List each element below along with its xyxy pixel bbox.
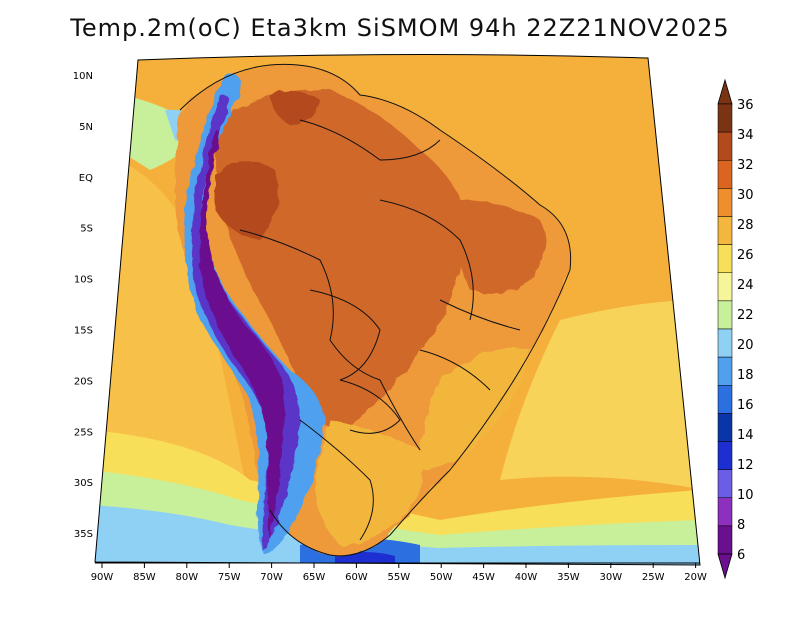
border-states-1 [379, 199, 474, 321]
colorbar-segment [717, 272, 733, 302]
colorbar-label: 10 [737, 488, 754, 503]
page-title: Temp.2m(oC) Eta3km SiSMOM 94h 22Z21NOV20… [70, 14, 730, 42]
colorbar-label: 8 [737, 518, 745, 533]
colorbar-segment [717, 525, 733, 555]
colorbar-label: 34 [737, 128, 754, 143]
lon-label: 40W [515, 572, 538, 583]
border-argentina [299, 419, 374, 541]
border-states-3 [419, 349, 491, 391]
map-frame [94, 53, 701, 566]
colorbar-segment [717, 497, 733, 527]
colorbar-bottom-arrow [717, 553, 733, 580]
colorbar-label: 18 [737, 368, 754, 383]
lon-label: 55W [387, 572, 410, 583]
border-states-2 [439, 299, 521, 331]
colorbar-segment [717, 413, 733, 442]
colorbar-label: 32 [737, 158, 754, 173]
colorbar-segment [717, 441, 733, 470]
lon-label: 60W [345, 572, 368, 583]
lat-label: 10S [74, 275, 93, 286]
temperature-field [95, 54, 700, 565]
political-borders [179, 63, 572, 557]
land-hot-amazon [216, 89, 470, 428]
colorbar-label: 36 [737, 98, 754, 113]
land-hottest [215, 161, 278, 240]
colorbar-label: 12 [737, 458, 754, 473]
lon-label: 30W [599, 572, 622, 583]
lon-label: 85W [133, 572, 156, 583]
lon-label: 75W [218, 572, 241, 583]
colorbar-segment [717, 216, 733, 245]
longitude-labels: 90W 85W 80W 75W 70W 65W 60W 55W 50W 45W 40W 35W 30W 2… [91, 563, 707, 583]
lat-label: 15S [74, 326, 93, 337]
coastline [179, 63, 572, 557]
ocean-south-dark [335, 552, 395, 565]
border-bolivia [309, 289, 381, 381]
lon-label: 70W [260, 572, 283, 583]
lon-label: 80W [175, 572, 198, 583]
lon-label: 35W [557, 572, 580, 583]
land-south-cone [315, 420, 423, 545]
lat-label: 30S [74, 478, 93, 489]
lon-label: 20W [684, 572, 707, 583]
lat-label: 5N [79, 122, 93, 133]
colorbar-label: 6 [737, 548, 745, 563]
lon-label: 90W [91, 572, 114, 583]
lat-label: 20S [74, 376, 93, 387]
lon-label: 45W [472, 572, 495, 583]
colorbar-label: 24 [737, 278, 754, 293]
colorbar-segment [717, 103, 733, 133]
lat-label: 35S [74, 529, 93, 540]
ocean-south-lightblue [95, 505, 700, 565]
land-southeast [420, 348, 530, 470]
colorbar-label: 16 [737, 398, 754, 413]
colorbar-label: 26 [737, 248, 754, 263]
colorbar-segment [717, 385, 733, 414]
colorbar-label: 14 [737, 428, 754, 443]
colorbar-segment [717, 469, 733, 498]
colorbar-segment [717, 244, 733, 273]
lat-label: 10N [73, 71, 93, 82]
latitude-labels: 10N 5N EQ 5S 10S 15S 20S 25S 30S 35S [73, 71, 93, 540]
andes-core [199, 129, 285, 540]
lon-label: 50W [430, 572, 453, 583]
lat-label: 25S [74, 427, 93, 438]
colorbar-segment [717, 300, 733, 330]
colorbar-segment [717, 188, 733, 217]
colorbar-segment [717, 328, 733, 358]
colorbar-label: 30 [737, 188, 754, 203]
colorbar-label: 28 [737, 218, 754, 233]
land-hottest-2 [270, 91, 320, 125]
colorbar-label: 20 [737, 338, 754, 353]
border-brazil-west [239, 229, 421, 451]
border-brazil-north [299, 119, 441, 161]
colorbar-label: 22 [737, 308, 754, 323]
lon-label: 65W [303, 572, 326, 583]
colorbar-segment [717, 356, 733, 386]
colorbar-segment [717, 131, 733, 161]
border-paraguay [339, 379, 401, 434]
colorbar: 6 8 10 12 14 16 18 20 22 24 26 28 30 32 34 36 [717, 78, 754, 580]
colorbar-top-arrow [717, 78, 733, 105]
ocean-east-yellow [500, 300, 700, 490]
lat-label: EQ [79, 173, 93, 184]
land-hot-northeast [456, 200, 546, 294]
lon-label: 25W [642, 572, 665, 583]
lat-label: 5S [80, 224, 93, 235]
colorbar-segment [717, 160, 733, 189]
